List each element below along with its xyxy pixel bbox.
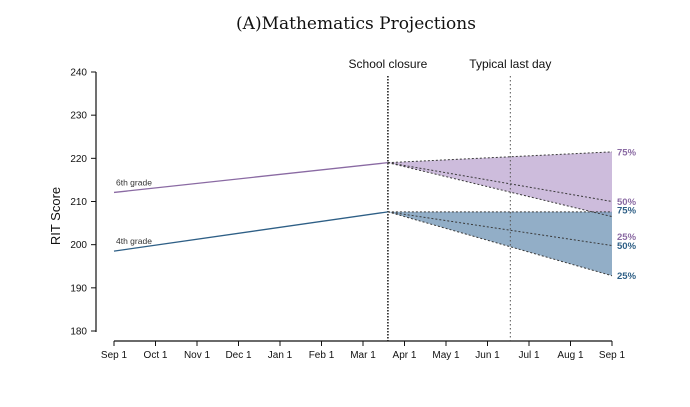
x-tick-label: May 1	[432, 350, 460, 361]
y-tick-label: 190	[70, 283, 87, 294]
x-tick-label: Sep 1	[101, 350, 128, 361]
x-tick-label: Sep 1	[599, 350, 626, 361]
chart-title: (A)Mathematics Projections	[236, 14, 476, 34]
x-tick-label: Jan 1	[268, 350, 293, 361]
series-line	[113, 211, 388, 252]
projection-line	[387, 211, 613, 247]
projection-line	[387, 211, 613, 277]
x-tick-label: Apr 1	[393, 350, 417, 361]
percentile-label: 50%	[617, 197, 637, 208]
x-tick-label: Jun 1	[475, 350, 500, 361]
percentile-label: 75%	[617, 147, 637, 158]
y-tick-label: 230	[70, 111, 87, 122]
projection-line	[387, 162, 613, 218]
x-tick-label: Mar 1	[350, 350, 376, 361]
percentile-label: 50%	[617, 241, 637, 252]
x-tick-label: Feb 1	[309, 350, 335, 361]
x-tick-label: Jul 1	[518, 350, 540, 361]
typical-last-day-label: Typical last day	[469, 57, 551, 71]
projection-band	[387, 211, 612, 276]
x-tick-label: Aug 1	[557, 350, 584, 361]
series-line	[113, 162, 388, 194]
y-tick-label: 200	[70, 240, 87, 251]
y-tick-label: 240	[70, 68, 87, 79]
projection-line	[387, 151, 613, 164]
percentile-label: 25%	[617, 232, 637, 243]
y-tick-label: 210	[70, 197, 87, 208]
series-label: 6th grade	[116, 177, 152, 187]
y-tick-label: 180	[70, 327, 87, 338]
school-closure-label: School closure	[349, 57, 428, 71]
y-axis-label: RIT Score	[48, 187, 63, 245]
projection-line	[387, 162, 613, 202]
series-label: 4th grade	[116, 236, 152, 246]
x-tick-label: Oct 1	[144, 350, 168, 361]
plot-area: 180 190 200 210 220 230 240 Sep 1 Oct 1 Nov 1 Dec …	[70, 57, 636, 361]
x-tick-label: Nov 1	[184, 350, 211, 361]
x-tick-label: Dec 1	[225, 350, 252, 361]
y-tick-label: 220	[70, 154, 87, 165]
percentile-label: 25%	[617, 271, 637, 282]
projection-band	[387, 151, 612, 217]
percentile-label: 75%	[617, 205, 637, 216]
